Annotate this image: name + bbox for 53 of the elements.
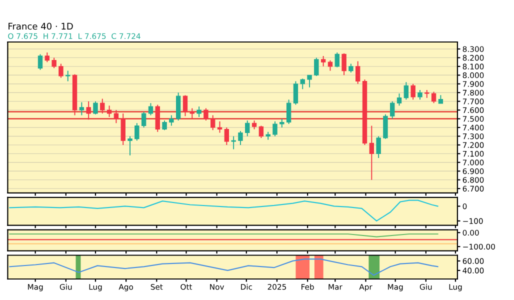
candlestick [204,108,208,121]
chart-title: France 40 · 1D [8,22,73,30]
candlestick [176,92,181,121]
candlestick [396,92,402,106]
candlestick [286,99,292,124]
candlestick [217,120,222,134]
candlestick [210,114,216,131]
candlestick [431,91,436,104]
candlestick [404,82,409,100]
candlestick [128,136,132,156]
candlestick [355,60,360,84]
candlestick [169,114,174,126]
candlestick [155,104,160,132]
candlestick [58,63,64,78]
candlestick [390,100,395,120]
candlestick [410,83,416,100]
candlestick [272,120,278,137]
candlestick [300,78,305,90]
candlestick [162,120,167,131]
candlestick [245,120,250,137]
candlestick [293,80,298,106]
candlestick [134,122,140,142]
candlestick [44,52,50,63]
candlestick [190,108,194,120]
candlestick [114,110,119,124]
candlestick [369,125,374,180]
candlestick [238,130,243,146]
candlestick [342,52,346,76]
candlestick [79,102,84,116]
candlestick [100,98,105,114]
candlestick [182,94,188,117]
candlestick [120,113,126,146]
candlestick [224,127,230,146]
candlestick [376,136,381,159]
candlestick [52,57,56,69]
candlestick [258,125,264,138]
candlestick [148,102,154,116]
candlestick [328,60,333,72]
candlestick [196,106,202,118]
candlestick [141,111,146,128]
candlestick [66,70,70,82]
candlestick [314,57,319,77]
candlestick [334,52,340,68]
candlestick [38,54,43,70]
line-series [9,200,438,222]
candlestick [106,105,112,118]
candlestick [307,74,312,88]
candlestick [383,114,388,140]
candlestick [418,89,422,100]
candlestick [320,55,326,67]
candlestick [231,136,236,150]
candlestick [93,100,98,115]
candlestick [86,100,91,120]
